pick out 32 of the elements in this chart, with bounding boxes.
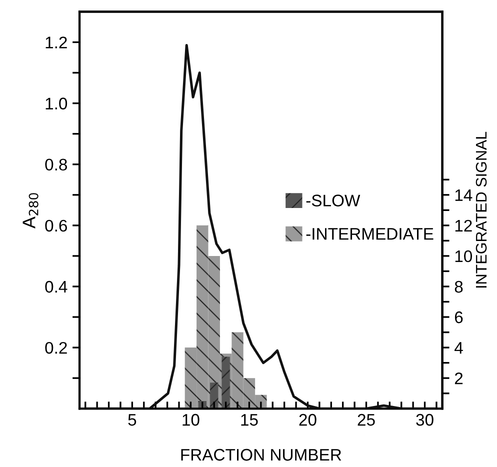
y-tick-label: 1.2 bbox=[46, 36, 67, 48]
y2-tick-label: 2 bbox=[454, 372, 463, 384]
bar bbox=[232, 332, 244, 409]
legend-label: -INTERMEDIATE bbox=[306, 228, 434, 240]
y-axis-title: A$_{280}$ bbox=[22, 193, 38, 229]
x-tick-label: 20 bbox=[299, 414, 316, 426]
x-tick-label: 15 bbox=[241, 414, 258, 426]
legend-label: -SLOW bbox=[306, 194, 360, 206]
y2-tick-label: 12 bbox=[455, 220, 472, 232]
y-tick-label: 0.6 bbox=[45, 220, 67, 232]
y2-tick-label: 8 bbox=[454, 280, 463, 293]
y-tick-label: 1.0 bbox=[46, 98, 68, 110]
y-tick-label: 0.4 bbox=[45, 280, 68, 293]
x-axis-title: FRACTION NUMBER bbox=[181, 448, 342, 461]
y2-tick-label: 4 bbox=[454, 342, 463, 354]
y2-tick-label: 6 bbox=[454, 311, 463, 324]
bar bbox=[255, 394, 267, 409]
y2-tick-label: 14 bbox=[455, 189, 472, 201]
y-tick-label: 0.2 bbox=[45, 342, 67, 354]
x-tick-label: 10 bbox=[182, 414, 200, 426]
y-tick-label: 0.8 bbox=[45, 158, 67, 171]
x-tick-label: 25 bbox=[358, 414, 375, 426]
bar bbox=[210, 382, 218, 409]
y2-tick-label: 10 bbox=[455, 250, 472, 262]
x-tick-label: 30 bbox=[416, 414, 434, 426]
x-tick-label: 5 bbox=[128, 414, 136, 426]
bar bbox=[243, 378, 256, 409]
line-series bbox=[84, 44, 438, 409]
bar bbox=[196, 225, 208, 409]
y2-axis-title: INTEGRATED SIGNAL bbox=[476, 132, 487, 288]
bar bbox=[222, 356, 230, 409]
bar bbox=[184, 348, 197, 409]
